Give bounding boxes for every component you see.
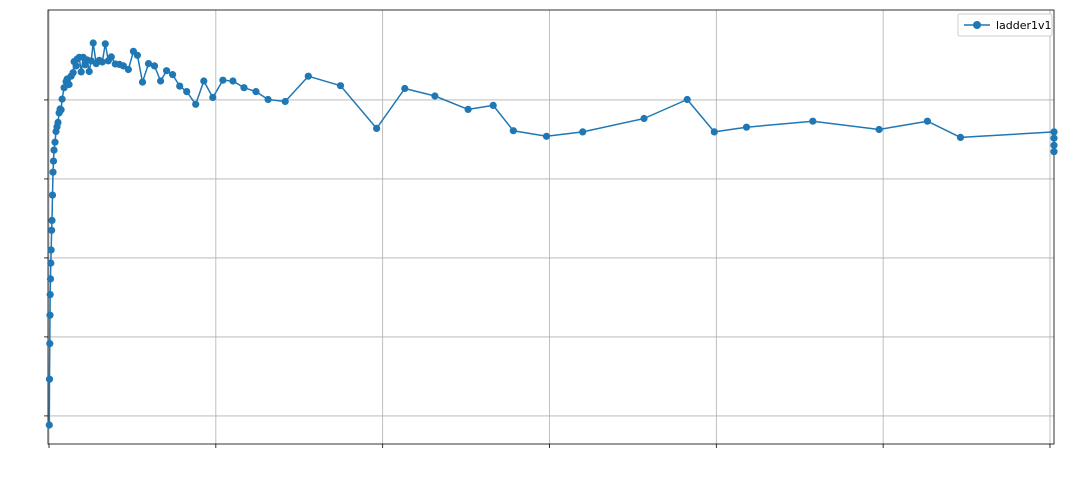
data-point-32 <box>77 68 85 76</box>
data-point-59 <box>192 100 200 108</box>
data-point-13 <box>50 146 58 154</box>
data-point-70 <box>373 124 381 132</box>
data-point-88 <box>1050 148 1058 156</box>
data-point-75 <box>509 127 517 135</box>
data-point-12 <box>49 157 58 165</box>
data-point-8 <box>48 226 56 234</box>
legend-label: ladder1v1 <box>996 19 1052 32</box>
data-point-64 <box>240 84 248 92</box>
gridlines <box>48 10 1054 444</box>
data-point-83 <box>875 125 883 134</box>
data-point-53 <box>150 62 159 70</box>
legend-frame <box>957 13 1053 37</box>
data-point-81 <box>742 123 751 131</box>
data-point-69 <box>336 82 345 90</box>
data-point-29 <box>72 62 80 70</box>
data-point-79 <box>683 95 691 104</box>
data-point-71 <box>401 84 409 93</box>
data-point-27 <box>69 69 77 77</box>
data-point-38 <box>89 39 97 47</box>
data-point-85 <box>956 133 965 141</box>
data-point-77 <box>579 128 587 136</box>
data-point-76 <box>542 132 551 140</box>
data-point-56 <box>169 71 177 79</box>
data-point-9 <box>48 216 56 224</box>
data-point-58 <box>183 88 191 96</box>
series-ladder1v1 <box>45 39 1058 429</box>
data-point-60 <box>200 77 208 85</box>
data-point-84 <box>923 117 932 125</box>
data-point-51 <box>138 78 147 86</box>
data-point-42 <box>101 40 109 48</box>
data-point-25 <box>65 80 73 89</box>
data-point-78 <box>640 114 648 123</box>
data-point-20 <box>57 106 65 114</box>
data-point-0 <box>45 421 53 429</box>
data-point-67 <box>281 97 289 106</box>
plot-frame <box>47 9 1055 445</box>
data-point-68 <box>304 72 312 80</box>
data-point-3 <box>46 311 54 319</box>
data-point-80 <box>710 128 718 136</box>
data-point-2 <box>46 340 54 348</box>
data-point-55 <box>163 67 171 75</box>
data-point-72 <box>431 92 439 100</box>
data-point-7 <box>47 246 55 254</box>
data-point-57 <box>176 82 184 90</box>
legend-marker-swatch <box>973 21 981 29</box>
data-point-89 <box>1050 141 1058 149</box>
axes <box>44 9 1055 448</box>
data-point-17 <box>54 118 62 126</box>
data-point-36 <box>85 67 93 76</box>
data-point-5 <box>46 275 55 283</box>
data-point-54 <box>157 77 165 85</box>
data-point-73 <box>464 105 472 113</box>
data-point-62 <box>219 76 227 84</box>
data-point-14 <box>51 138 59 146</box>
data-point-11 <box>49 168 57 176</box>
data-point-86 <box>1050 128 1058 136</box>
data-point-6 <box>47 259 55 267</box>
data-point-82 <box>809 117 817 125</box>
data-point-66 <box>264 95 272 104</box>
data-point-63 <box>229 77 237 85</box>
data-point-10 <box>48 191 57 199</box>
data-point-4 <box>46 291 54 299</box>
data-point-48 <box>124 65 132 74</box>
data-point-21 <box>58 95 66 103</box>
data-point-74 <box>489 101 497 109</box>
data-point-47 <box>119 62 127 70</box>
data-point-65 <box>252 88 260 96</box>
data-point-41 <box>98 58 106 66</box>
data-point-50 <box>133 51 141 59</box>
data-point-87 <box>1050 134 1058 142</box>
data-point-61 <box>209 93 217 102</box>
data-point-44 <box>107 53 115 61</box>
data-point-1 <box>45 375 54 383</box>
data-point-52 <box>144 60 153 68</box>
legend: ladder1v1 <box>957 13 1053 37</box>
